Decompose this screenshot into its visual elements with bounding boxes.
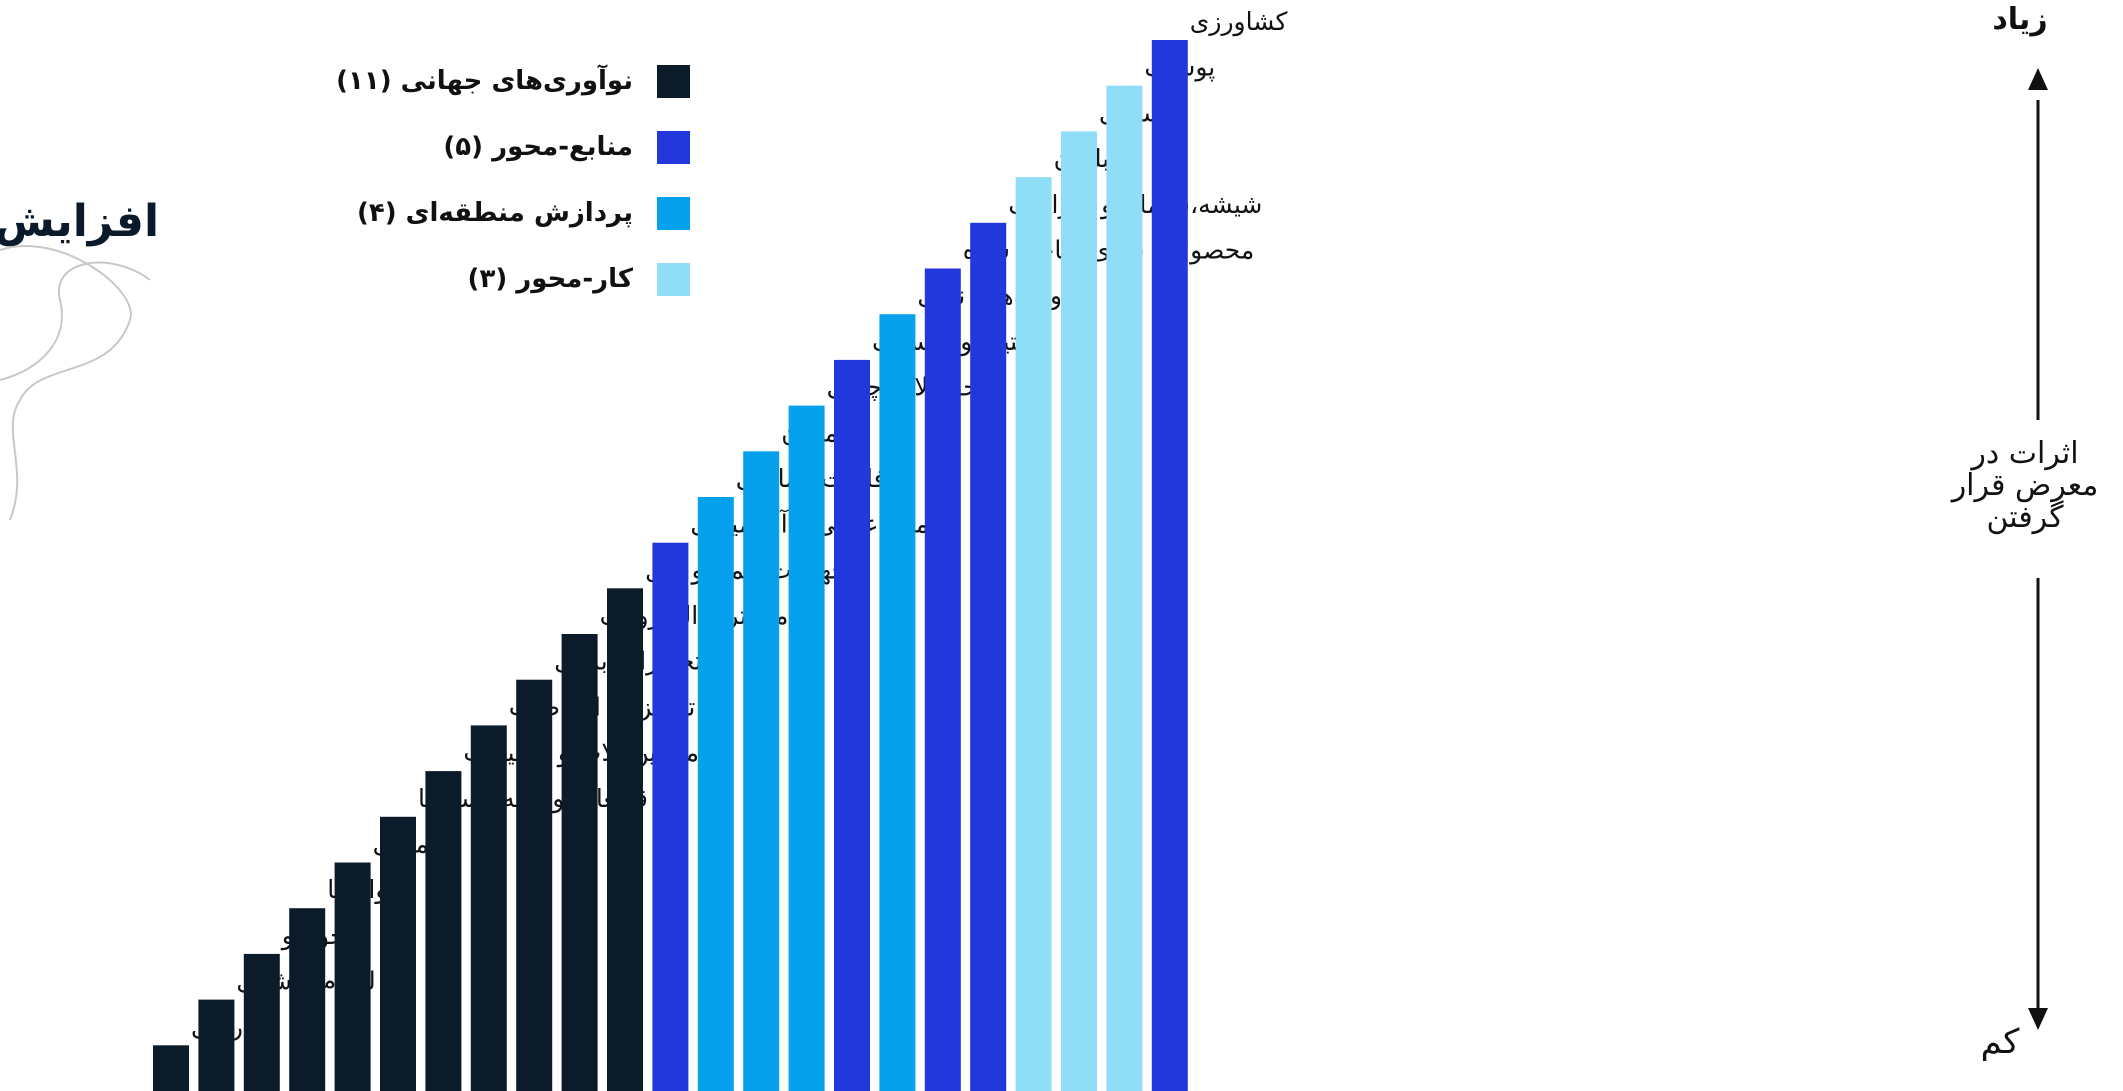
- bar: [380, 816, 416, 1091]
- bar: [289, 908, 326, 1091]
- legend-swatch: [657, 196, 690, 230]
- legend-swatch: [657, 262, 690, 296]
- legend-item: منابع-محور (۵): [270, 114, 690, 180]
- bar: [697, 497, 734, 1091]
- bar: [425, 771, 462, 1091]
- legend-swatch: [657, 130, 690, 164]
- legend-label: پردازش منطقه‌ای (۴): [356, 198, 633, 228]
- axis-middle-label: اثرات در معرض قرار گرفتن: [1951, 436, 2099, 535]
- axis-top-label: زیاد: [1992, 2, 2048, 37]
- legend-swatch: [657, 64, 690, 98]
- bar: [652, 542, 689, 1091]
- bar: [1151, 40, 1188, 1091]
- bar: [743, 451, 780, 1091]
- bar-label: کشاورزی: [1190, 7, 1288, 37]
- bar: [243, 953, 280, 1091]
- legend-label: نوآوری‌های جهانی (۱۱): [336, 66, 633, 96]
- bar: [879, 314, 916, 1091]
- legend-item: کار-محور (۳): [270, 246, 690, 312]
- bar: [1015, 177, 1052, 1091]
- bar: [970, 222, 1007, 1091]
- bar: [561, 634, 598, 1091]
- bar: [1061, 131, 1097, 1091]
- bar: [1106, 85, 1143, 1091]
- legend: نوآوری‌های جهانی (۱۱) منابع-محور (۵) پرد…: [270, 48, 690, 312]
- axis-bottom-label: کم: [1980, 1022, 2020, 1062]
- axis-arrow-down-head: [2028, 1008, 2048, 1030]
- bar: [516, 679, 553, 1091]
- legend-item: پردازش منطقه‌ای (۴): [270, 180, 690, 246]
- bar: [198, 999, 235, 1091]
- bar: [470, 725, 507, 1091]
- legend-label: منابع-محور (۵): [443, 132, 633, 162]
- bar: [788, 405, 825, 1091]
- bar: [924, 268, 961, 1091]
- bar: [607, 588, 643, 1091]
- bar: [334, 862, 371, 1091]
- legend-item: نوآوری‌های جهانی (۱۱): [270, 48, 690, 114]
- legend-label: کار-محور (۳): [467, 264, 633, 294]
- decorative-curve-2: [0, 261, 151, 381]
- axis-arrow-up-head: [2028, 68, 2048, 90]
- side-title: افزایش: [0, 196, 160, 247]
- bar: [153, 1045, 189, 1091]
- bar: [834, 359, 870, 1091]
